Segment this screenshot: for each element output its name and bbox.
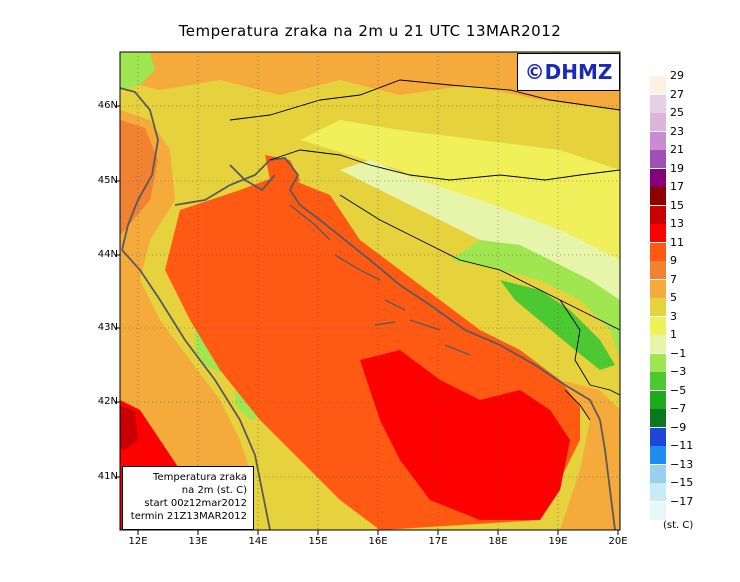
legend-label: 21 xyxy=(670,143,684,156)
legend-swatch xyxy=(650,483,666,501)
field-italy-orange xyxy=(120,110,250,470)
lon-label: 16E xyxy=(368,536,388,547)
legend-label: −15 xyxy=(670,476,694,489)
legend-swatch xyxy=(650,261,666,279)
legend-label: −5 xyxy=(670,383,687,397)
legend-swatch xyxy=(650,131,666,150)
legend-swatch xyxy=(650,187,666,205)
field-tyrrhenian-dark xyxy=(120,405,138,450)
lat-label: 41N xyxy=(97,471,118,482)
legend-swatch xyxy=(650,279,666,298)
legend-swatch xyxy=(650,316,666,335)
lat-label: 44N xyxy=(97,249,118,260)
coastline xyxy=(120,87,616,530)
legend-swatch xyxy=(650,205,666,224)
legend-label: 27 xyxy=(670,87,684,101)
field-south-red xyxy=(360,350,570,520)
info-line: termin 21Z13MAR2012 xyxy=(130,511,247,522)
axis-ticks xyxy=(115,105,619,535)
legend-label: 7 xyxy=(670,272,677,286)
legend-swatch xyxy=(650,464,666,483)
field-nw-green xyxy=(120,52,155,90)
legend-swatch xyxy=(650,76,666,94)
legend-swatch xyxy=(650,94,666,113)
legend-label: 5 xyxy=(670,291,677,304)
lon-label: 13E xyxy=(188,536,208,547)
legend-label: −9 xyxy=(670,420,687,434)
legend-label: 23 xyxy=(670,124,684,138)
legend-swatch xyxy=(650,353,666,372)
field-italy-red xyxy=(120,120,158,235)
legend-label: 19 xyxy=(670,161,684,175)
field-north-warm xyxy=(120,52,620,110)
country-borders xyxy=(229,79,620,421)
legend-swatch xyxy=(650,427,666,446)
info-box: Temperatura zraka na 2m (st. C) start 00… xyxy=(122,466,254,530)
legend-label: 17 xyxy=(670,180,684,193)
lon-label: 14E xyxy=(248,536,268,547)
lat-label: 45N xyxy=(97,175,118,186)
legend-swatch xyxy=(650,409,666,427)
lat-label: 42N xyxy=(97,396,118,407)
legend-label: −3 xyxy=(670,365,687,378)
legend-swatch xyxy=(650,390,666,409)
legend-label: −13 xyxy=(670,457,694,471)
plot-frame xyxy=(119,51,621,531)
graticule xyxy=(120,52,620,530)
legend-label: −17 xyxy=(670,494,694,508)
dhmz-logo: ©DHMZ xyxy=(517,53,620,91)
legend-swatch xyxy=(650,150,666,168)
info-line: start 00z12mar2012 xyxy=(144,498,247,509)
legend-swatch xyxy=(650,224,666,242)
field-mountains-dark xyxy=(500,280,615,370)
legend-swatch xyxy=(650,335,666,353)
legend-swatch xyxy=(650,298,666,316)
legend-label: 29 xyxy=(670,69,684,82)
lon-label: 19E xyxy=(548,536,568,547)
lon-label: 12E xyxy=(128,536,148,547)
legend-unit: (st. C) xyxy=(663,520,694,531)
info-line: Temperatura zraka xyxy=(153,472,247,483)
lat-label: 43N xyxy=(97,322,118,333)
legend-label: 15 xyxy=(670,198,684,212)
lat-label: 46N xyxy=(97,100,118,111)
lon-label: 17E xyxy=(428,536,448,547)
legend-label: −11 xyxy=(670,439,694,452)
legend-swatch xyxy=(650,168,666,187)
legend-label: 1 xyxy=(670,328,677,341)
legend-swatch xyxy=(650,501,666,520)
lon-label: 18E xyxy=(488,536,508,547)
lon-label: 15E xyxy=(308,536,328,547)
legend-label: 9 xyxy=(670,254,677,267)
field-mountains-green xyxy=(450,240,620,360)
legend-label: −7 xyxy=(670,402,687,415)
legend-label: 13 xyxy=(670,217,684,230)
islands xyxy=(289,204,471,356)
legend-label: 3 xyxy=(670,309,677,323)
legend-label: −1 xyxy=(670,346,687,360)
legend-swatch xyxy=(650,372,666,390)
legend-label: 11 xyxy=(670,235,684,249)
legend-label: 25 xyxy=(670,106,684,119)
map-title: Temperatura zraka na 2m u 21 UTC 13MAR20… xyxy=(178,22,562,40)
legend-swatch xyxy=(650,113,666,131)
lon-label: 20E xyxy=(608,536,628,547)
legend-swatch xyxy=(650,446,666,464)
info-line: na 2m (st. C) xyxy=(181,485,247,496)
field-south-coast xyxy=(560,380,620,530)
legend-swatch xyxy=(650,242,666,261)
